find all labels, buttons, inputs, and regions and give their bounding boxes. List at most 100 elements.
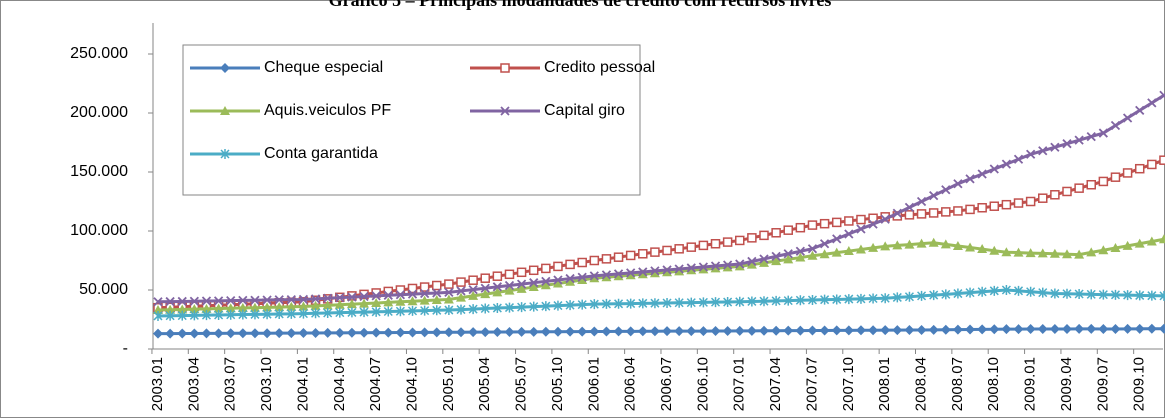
point: [274, 295, 284, 305]
point: [286, 301, 297, 311]
point: [601, 326, 612, 337]
y-tick-label: 150.000: [70, 163, 128, 180]
point: [189, 328, 200, 339]
x-tick-label: 2004.01: [294, 357, 311, 411]
point: [929, 190, 939, 201]
point: [201, 328, 212, 339]
x-tick-label: 2008.04: [913, 357, 930, 411]
point: [577, 272, 587, 282]
point: [1158, 234, 1165, 244]
point: [1013, 198, 1024, 208]
point: [928, 324, 939, 335]
point: [1074, 135, 1084, 145]
point: [347, 292, 357, 302]
point: [674, 266, 685, 276]
point: [662, 267, 673, 277]
point: [625, 326, 636, 337]
point: [759, 254, 769, 264]
point: [977, 324, 988, 335]
chart-title: Gráfico 5 – Principais modalidades de cr…: [329, 0, 832, 10]
point: [965, 324, 976, 335]
point: [1013, 285, 1024, 296]
point: [989, 164, 999, 174]
point: [346, 299, 357, 309]
point: [807, 220, 818, 230]
point: [565, 276, 576, 286]
x-tick-label: 2009.10: [1131, 357, 1148, 411]
point: [759, 296, 769, 307]
point: [783, 225, 793, 235]
point: [723, 260, 733, 270]
point: [249, 302, 260, 312]
point: [334, 299, 345, 309]
point: [952, 324, 963, 335]
point: [468, 285, 478, 295]
point: [929, 290, 939, 301]
point: [214, 310, 224, 321]
point: [1074, 249, 1085, 259]
point: [420, 288, 430, 299]
x-tick-label: 2006.07: [658, 357, 675, 411]
point: [601, 270, 612, 280]
point: [407, 283, 418, 294]
point: [1062, 139, 1072, 149]
x-tick-label: 2004.04: [331, 357, 348, 411]
point: [819, 239, 830, 249]
x-tick-label: 2009.07: [1094, 357, 1111, 411]
point: [856, 293, 866, 304]
point: [1001, 324, 1012, 335]
point: [795, 295, 805, 306]
x-tick-label: 2007.04: [767, 357, 784, 411]
point: [916, 196, 927, 207]
series-line: [157, 288, 1164, 318]
point: [868, 213, 878, 224]
point: [262, 295, 272, 305]
point: [262, 328, 273, 339]
point: [759, 230, 769, 241]
point: [977, 203, 987, 213]
point: [953, 288, 963, 299]
point: [383, 306, 393, 317]
point: [432, 288, 442, 298]
point: [359, 298, 370, 308]
point: [928, 208, 939, 218]
point: [298, 308, 308, 319]
point: [334, 327, 345, 338]
point: [322, 327, 333, 338]
point: [371, 327, 382, 338]
point: [735, 259, 745, 269]
point: [904, 291, 914, 302]
legend-label: Capital giro: [544, 102, 625, 119]
point: [383, 327, 394, 338]
y-tick-label: -: [123, 340, 128, 357]
point: [165, 304, 176, 314]
point: [468, 327, 479, 338]
point: [359, 291, 369, 302]
x-tick-label: 2007.10: [840, 357, 857, 411]
point: [698, 262, 709, 272]
point: [480, 289, 491, 299]
point: [371, 291, 381, 301]
point: [541, 301, 551, 312]
point: [468, 275, 478, 285]
point: [565, 273, 575, 284]
point: [1134, 238, 1145, 248]
point: [346, 327, 357, 338]
point: [165, 296, 175, 307]
point: [577, 274, 588, 284]
point: [941, 185, 951, 195]
point: [1110, 323, 1121, 334]
point: [1062, 186, 1072, 197]
point: [1038, 287, 1048, 298]
point: [335, 307, 345, 318]
point: [177, 310, 187, 321]
point: [662, 297, 672, 308]
legend-marker: [220, 106, 230, 115]
point: [686, 263, 696, 273]
point: [637, 269, 648, 279]
point: [359, 289, 369, 300]
point: [432, 280, 442, 291]
x-tick-label: 2008.01: [876, 357, 893, 411]
point: [1147, 290, 1157, 301]
legend-label: Aquis.veiculos PF: [264, 102, 391, 119]
